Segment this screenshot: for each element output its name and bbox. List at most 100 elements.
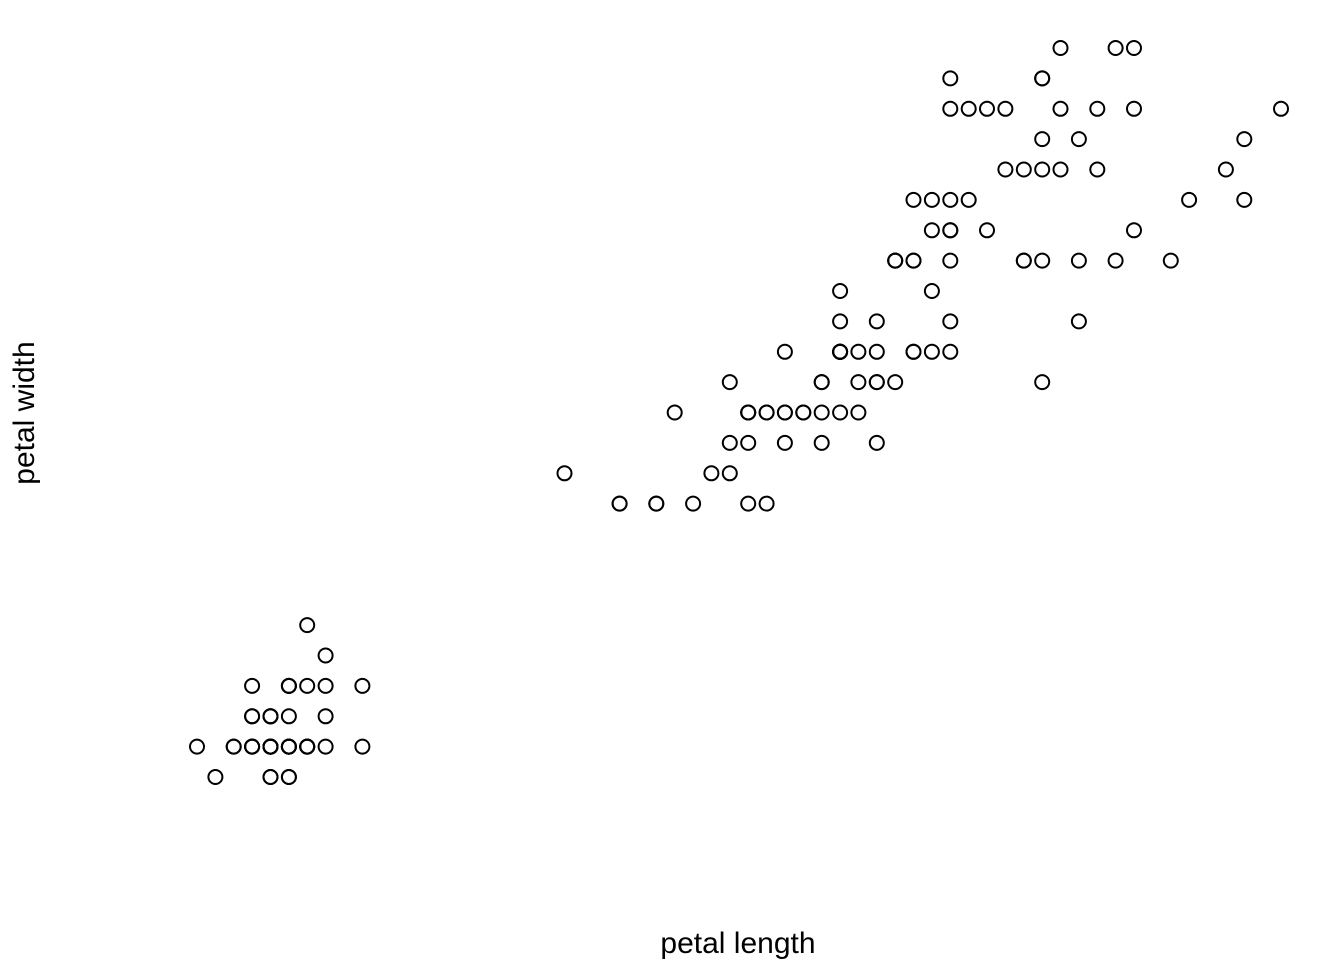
data-point [740, 495, 757, 512]
data-point [317, 647, 334, 664]
data-point [280, 708, 297, 725]
data-point [887, 374, 904, 391]
data-point [299, 738, 316, 755]
data-point [1126, 40, 1142, 56]
data-point [942, 252, 959, 269]
data-point [1052, 40, 1069, 56]
data-point [685, 495, 702, 512]
data-point [1034, 131, 1051, 148]
data-point [1089, 161, 1106, 178]
data-point [244, 708, 261, 725]
data-point [1052, 161, 1069, 178]
data-point [868, 343, 885, 360]
data-point [354, 738, 371, 755]
data-point [1181, 191, 1198, 208]
data-point [648, 495, 665, 512]
data-point [813, 404, 830, 421]
data-point [1126, 100, 1142, 117]
data-point [942, 191, 959, 208]
data-point [1236, 191, 1253, 208]
data-point [299, 677, 316, 694]
data-point [850, 343, 867, 360]
data-point [850, 404, 867, 421]
data-point [262, 738, 279, 755]
data-point [317, 677, 334, 694]
data-point [262, 769, 279, 785]
data-point [776, 434, 793, 451]
data-point [960, 191, 977, 208]
data-point [1034, 374, 1051, 391]
data-point [740, 434, 757, 451]
data-point [776, 404, 793, 421]
data-point [813, 374, 830, 391]
data-point [317, 708, 334, 725]
data-point [997, 161, 1014, 178]
data-point [979, 100, 995, 117]
data-point [1107, 252, 1124, 269]
data-point [868, 374, 885, 391]
data-point [923, 222, 940, 239]
points-layer [189, 40, 1289, 785]
data-point [868, 313, 885, 330]
data-point [611, 495, 628, 512]
data-point [280, 677, 297, 694]
data-point [1052, 100, 1069, 117]
data-point [299, 617, 316, 634]
data-point [905, 252, 922, 269]
data-point [832, 404, 849, 421]
data-point [1236, 131, 1253, 148]
data-point [556, 465, 573, 482]
data-point [887, 252, 904, 269]
data-point [813, 434, 830, 451]
data-point [1070, 313, 1087, 330]
data-point [832, 343, 849, 360]
data-point [703, 465, 720, 482]
data-point [758, 495, 775, 512]
x-axis-label: petal length [660, 927, 815, 960]
data-point [942, 70, 959, 87]
data-point [244, 677, 261, 694]
data-point [923, 283, 940, 299]
data-point [923, 191, 940, 208]
data-point [942, 313, 959, 330]
data-point [1034, 252, 1051, 269]
data-point [960, 100, 977, 117]
data-point [280, 738, 297, 755]
data-point [1217, 161, 1234, 178]
data-point [207, 769, 224, 785]
data-point [721, 434, 738, 451]
data-point [721, 374, 738, 391]
data-point [1034, 70, 1051, 87]
data-point [666, 404, 683, 421]
data-point [850, 374, 867, 391]
data-point [1107, 40, 1124, 56]
data-point [225, 738, 242, 755]
data-point [832, 283, 849, 299]
data-point [979, 222, 995, 239]
data-point [997, 100, 1014, 117]
data-point [244, 738, 261, 755]
data-point [1089, 100, 1106, 117]
data-point [942, 222, 959, 239]
data-point [942, 343, 959, 360]
data-point [1015, 252, 1032, 269]
data-point [740, 404, 757, 421]
data-point [262, 708, 279, 725]
data-point [1070, 131, 1087, 148]
data-point [1162, 252, 1179, 269]
data-point [1034, 161, 1051, 178]
data-point [1126, 222, 1142, 239]
data-point [942, 100, 959, 117]
data-point [776, 343, 793, 360]
data-point [758, 404, 775, 421]
data-point [795, 404, 812, 421]
data-point [905, 191, 922, 208]
data-point [923, 343, 940, 360]
data-point [832, 313, 849, 330]
data-point [721, 465, 738, 482]
data-point [905, 343, 922, 360]
data-point [1015, 161, 1032, 178]
y-axis-label: petal width [8, 341, 41, 484]
data-point [280, 769, 297, 785]
